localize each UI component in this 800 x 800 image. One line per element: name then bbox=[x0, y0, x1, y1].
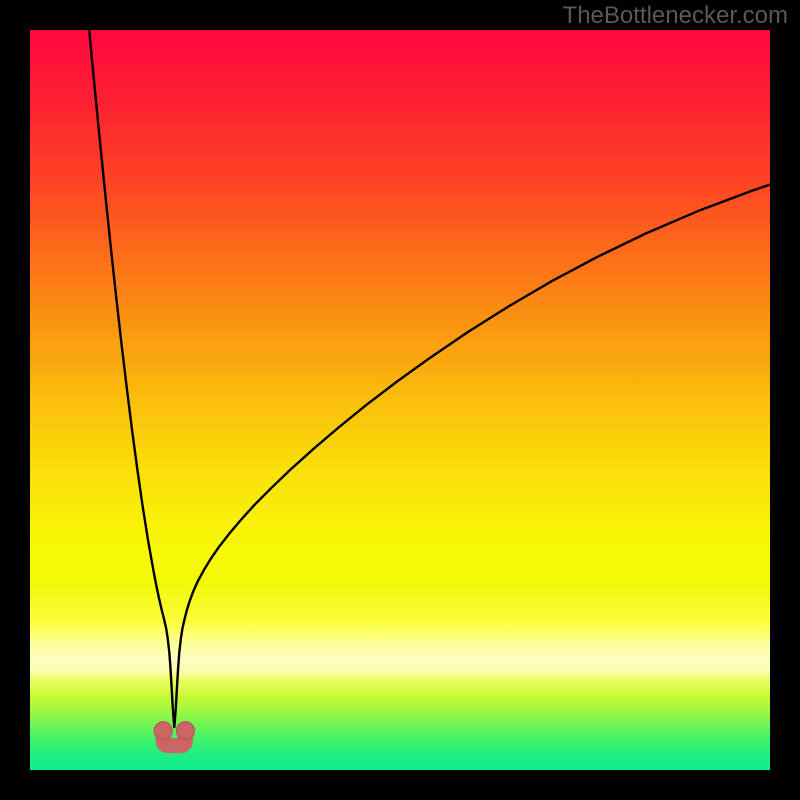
bottleneck-curve-path bbox=[89, 30, 770, 727]
marker-dot-1 bbox=[176, 722, 194, 740]
plot-area bbox=[30, 30, 770, 770]
marker-dot-0 bbox=[154, 722, 172, 740]
watermark-text: TheBottlenecker.com bbox=[563, 2, 788, 30]
bottleneck-curve-svg bbox=[30, 30, 770, 770]
